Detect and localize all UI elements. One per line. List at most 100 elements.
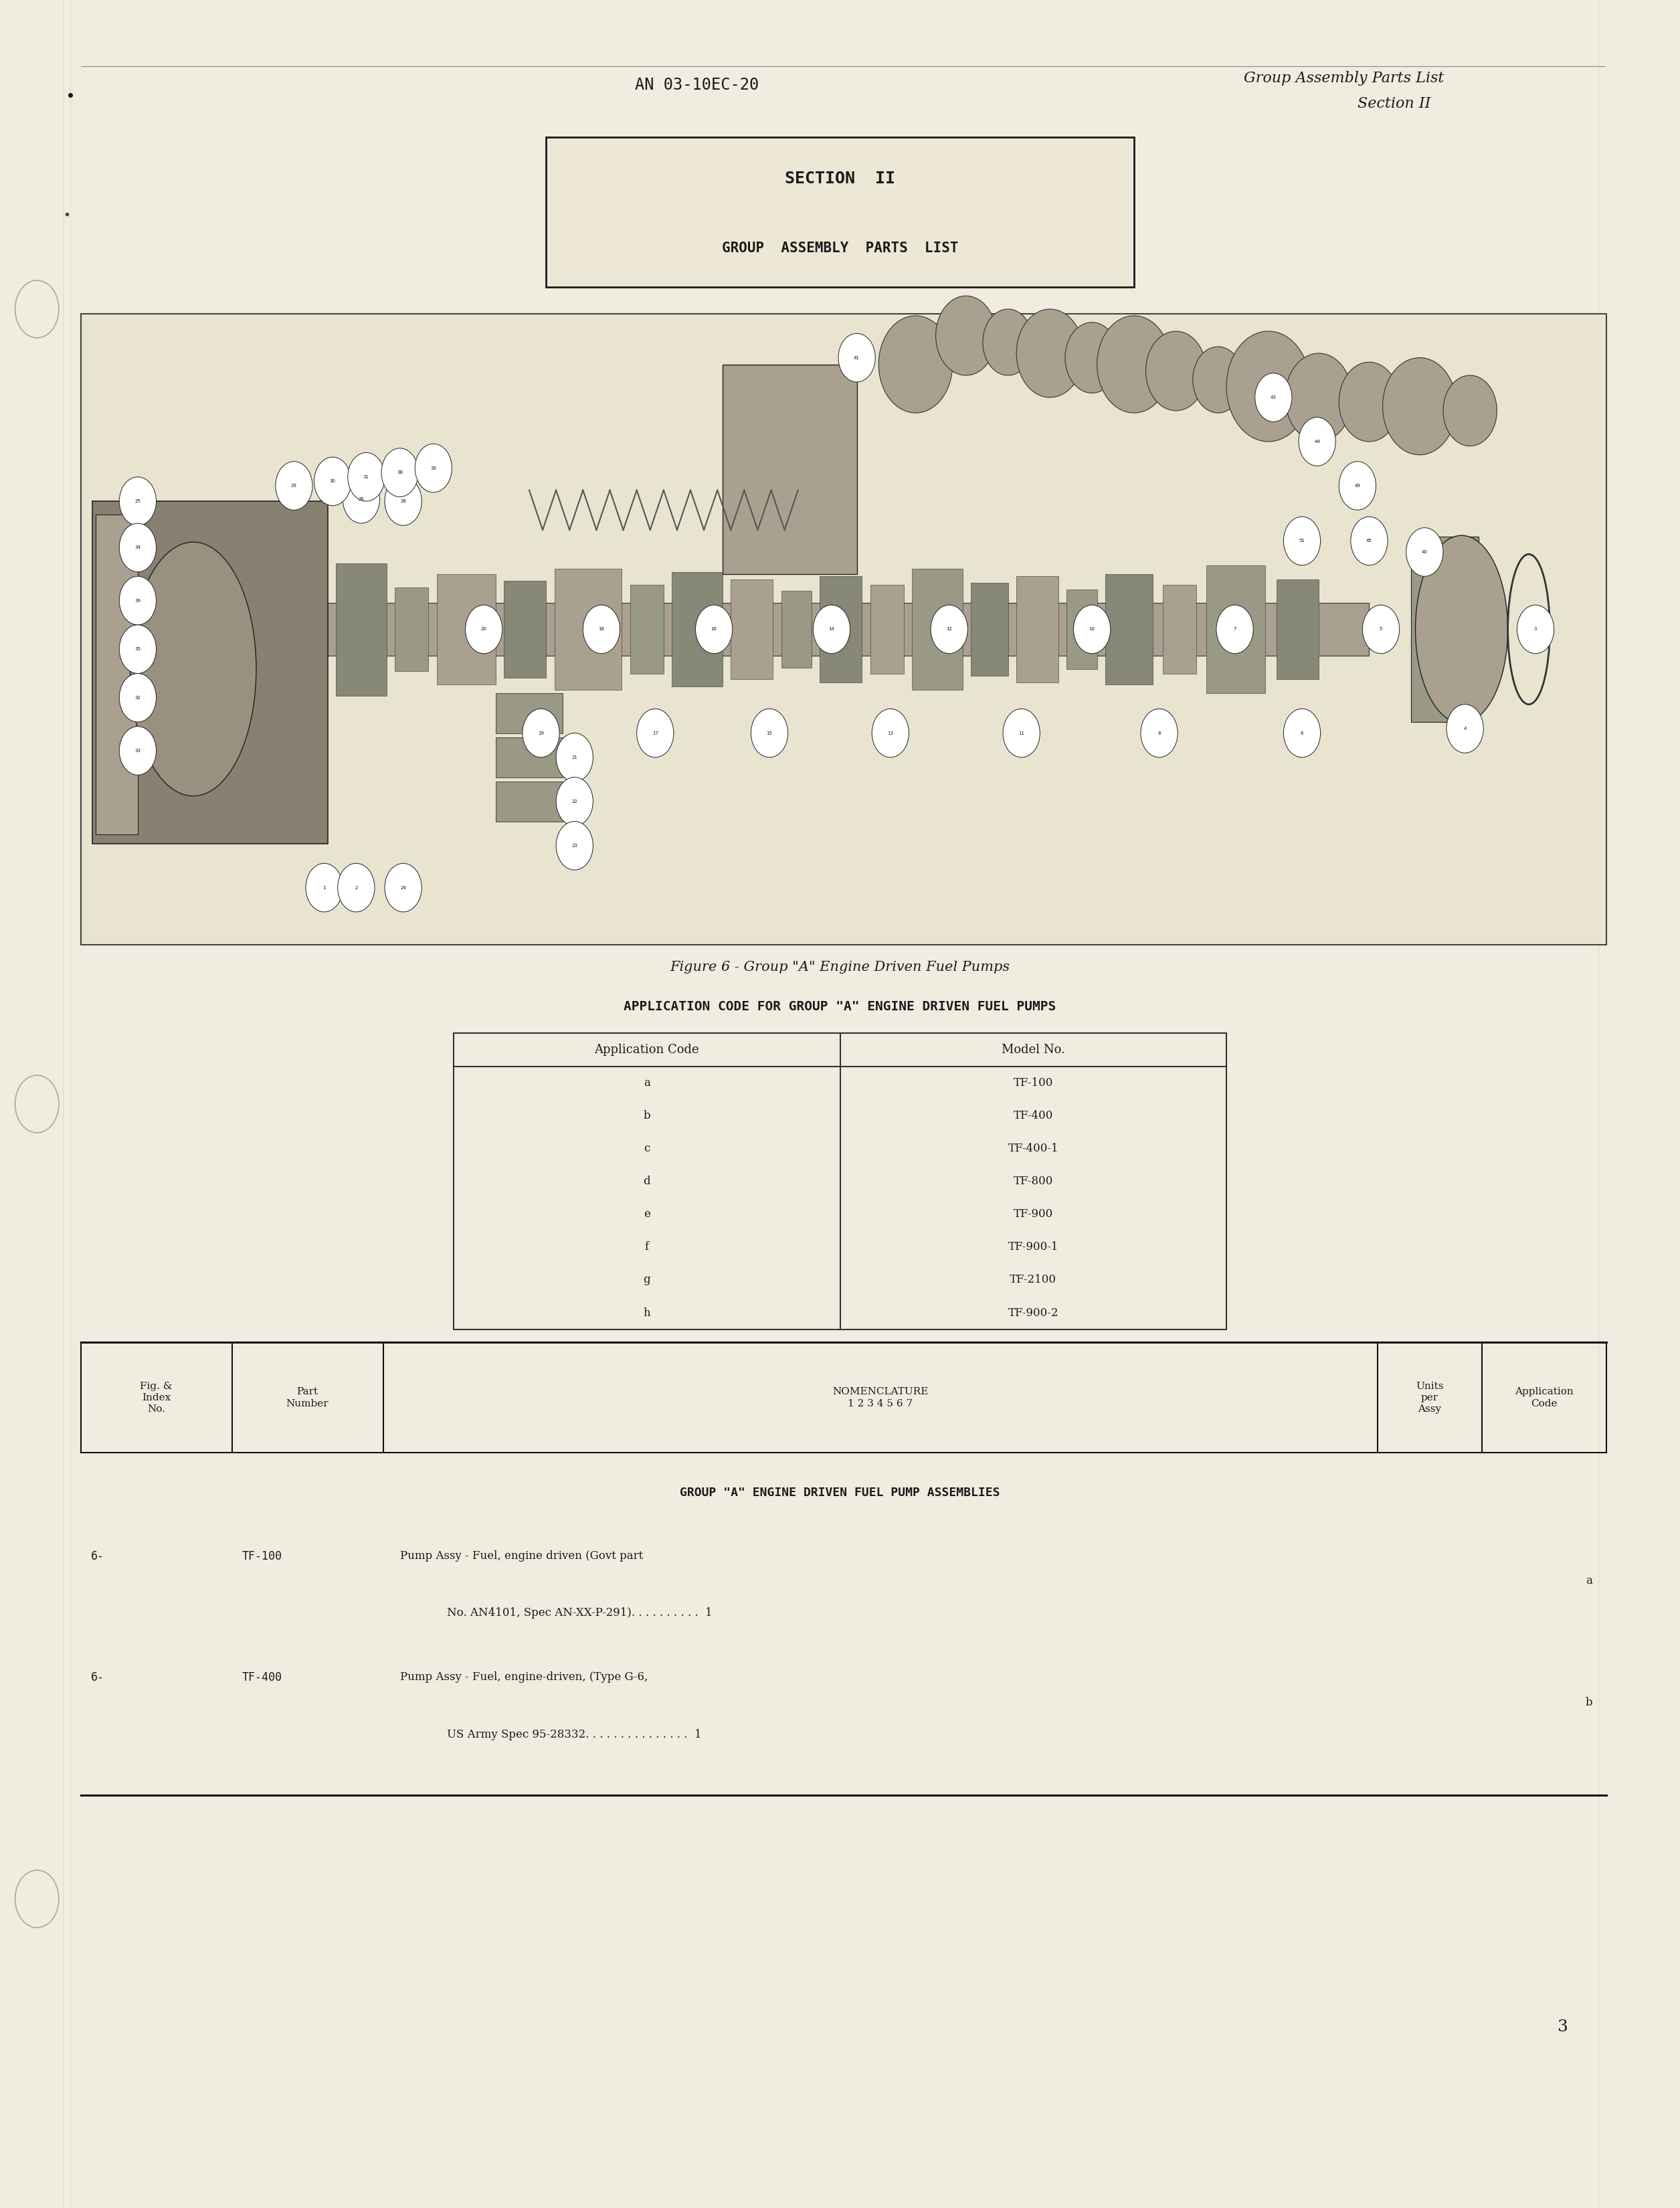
Text: 40: 40 xyxy=(1421,550,1428,554)
Text: 8: 8 xyxy=(1158,731,1161,735)
Text: NOMENCLATURE
1 2 3 4 5 6 7: NOMENCLATURE 1 2 3 4 5 6 7 xyxy=(832,1387,929,1409)
Text: 25: 25 xyxy=(134,499,141,503)
Bar xyxy=(870,585,904,673)
Text: Model No.: Model No. xyxy=(1001,1044,1065,1055)
Circle shape xyxy=(1406,528,1443,576)
Bar xyxy=(328,603,1369,656)
Text: 49: 49 xyxy=(1354,484,1361,488)
Text: f: f xyxy=(645,1241,648,1252)
Text: 1: 1 xyxy=(323,885,326,890)
Text: 45: 45 xyxy=(1366,539,1373,543)
Circle shape xyxy=(1141,709,1178,757)
Text: 30: 30 xyxy=(329,479,336,484)
Bar xyxy=(395,587,428,671)
Bar xyxy=(504,581,546,678)
Text: Fig. &
Index
No.: Fig. & Index No. xyxy=(139,1382,173,1413)
Circle shape xyxy=(1003,709,1040,757)
Text: TF-900-2: TF-900-2 xyxy=(1008,1307,1058,1318)
Text: 24: 24 xyxy=(400,885,407,890)
Text: TF-2100: TF-2100 xyxy=(1010,1274,1057,1285)
Circle shape xyxy=(1285,353,1352,442)
Text: 38: 38 xyxy=(396,470,403,475)
Text: AN 03-10EC-20: AN 03-10EC-20 xyxy=(635,77,759,93)
Text: GROUP  ASSEMBLY  PARTS  LIST: GROUP ASSEMBLY PARTS LIST xyxy=(722,241,958,254)
Text: TF-100: TF-100 xyxy=(242,1550,282,1561)
Text: a: a xyxy=(1586,1574,1593,1588)
Bar xyxy=(1105,574,1152,684)
Bar xyxy=(554,567,622,689)
Text: 13: 13 xyxy=(887,731,894,735)
Circle shape xyxy=(1446,704,1483,753)
Text: Group Assembly Parts List: Group Assembly Parts List xyxy=(1243,71,1445,86)
Ellipse shape xyxy=(1415,537,1509,724)
Circle shape xyxy=(751,709,788,757)
Bar xyxy=(820,576,862,682)
Text: 18: 18 xyxy=(598,627,605,631)
Circle shape xyxy=(119,477,156,526)
Text: Figure 6 - Group "A" Engine Driven Fuel Pumps: Figure 6 - Group "A" Engine Driven Fuel … xyxy=(670,960,1010,974)
Bar xyxy=(912,567,963,689)
Text: Application
Code: Application Code xyxy=(1515,1387,1572,1409)
Circle shape xyxy=(1097,316,1171,413)
Circle shape xyxy=(1383,358,1457,455)
Circle shape xyxy=(813,605,850,654)
Text: 2: 2 xyxy=(354,885,358,890)
Circle shape xyxy=(348,453,385,501)
Bar xyxy=(1163,585,1196,673)
Bar xyxy=(672,572,722,687)
Text: 32: 32 xyxy=(134,696,141,700)
Bar xyxy=(496,693,563,733)
Circle shape xyxy=(1517,605,1554,654)
Text: 33: 33 xyxy=(134,749,141,753)
Circle shape xyxy=(1255,373,1292,422)
Text: No. AN4101, Spec AN-XX-P-291). . . . . . . . . .  1: No. AN4101, Spec AN-XX-P-291). . . . . .… xyxy=(447,1607,712,1618)
Text: 28: 28 xyxy=(400,499,407,503)
Bar xyxy=(1067,590,1097,669)
Circle shape xyxy=(15,1870,59,1928)
Bar xyxy=(781,590,811,667)
Circle shape xyxy=(583,605,620,654)
Circle shape xyxy=(983,309,1033,375)
Text: 6: 6 xyxy=(1300,731,1304,735)
Text: Pump Assy - Fuel, engine driven (Govt part: Pump Assy - Fuel, engine driven (Govt pa… xyxy=(400,1550,643,1561)
Text: d: d xyxy=(643,1175,650,1188)
Circle shape xyxy=(119,523,156,572)
Text: b: b xyxy=(1586,1696,1593,1709)
Text: 6-: 6- xyxy=(91,1671,104,1682)
Text: 3: 3 xyxy=(1534,627,1537,631)
Circle shape xyxy=(1362,605,1399,654)
Text: 5: 5 xyxy=(1379,627,1383,631)
Circle shape xyxy=(306,863,343,912)
Circle shape xyxy=(637,709,674,757)
Text: 51: 51 xyxy=(1299,539,1305,543)
Text: 17: 17 xyxy=(652,731,659,735)
Bar xyxy=(1411,537,1478,722)
Circle shape xyxy=(385,863,422,912)
Text: Application Code: Application Code xyxy=(595,1044,699,1055)
Circle shape xyxy=(119,726,156,775)
Ellipse shape xyxy=(131,543,255,797)
Circle shape xyxy=(522,709,559,757)
Circle shape xyxy=(343,475,380,523)
Circle shape xyxy=(1216,605,1253,654)
Circle shape xyxy=(1074,605,1110,654)
Circle shape xyxy=(556,821,593,870)
Text: TF-900-1: TF-900-1 xyxy=(1008,1241,1058,1252)
Text: a: a xyxy=(643,1078,650,1089)
Text: 16: 16 xyxy=(711,627,717,631)
Text: GROUP "A" ENGINE DRIVEN FUEL PUMP ASSEMBLIES: GROUP "A" ENGINE DRIVEN FUEL PUMP ASSEMB… xyxy=(680,1486,1000,1499)
Text: 39: 39 xyxy=(134,598,141,603)
Circle shape xyxy=(338,863,375,912)
Text: e: e xyxy=(643,1208,650,1219)
Circle shape xyxy=(838,333,875,382)
Bar xyxy=(496,782,563,821)
Text: 35: 35 xyxy=(134,647,141,651)
Circle shape xyxy=(1443,375,1497,446)
Bar xyxy=(336,563,386,696)
Text: 14: 14 xyxy=(828,627,835,631)
Circle shape xyxy=(1016,309,1084,397)
Text: 3: 3 xyxy=(1557,2020,1567,2034)
Text: 26: 26 xyxy=(358,497,365,501)
Circle shape xyxy=(556,733,593,782)
Text: TF-400-1: TF-400-1 xyxy=(1008,1144,1058,1155)
